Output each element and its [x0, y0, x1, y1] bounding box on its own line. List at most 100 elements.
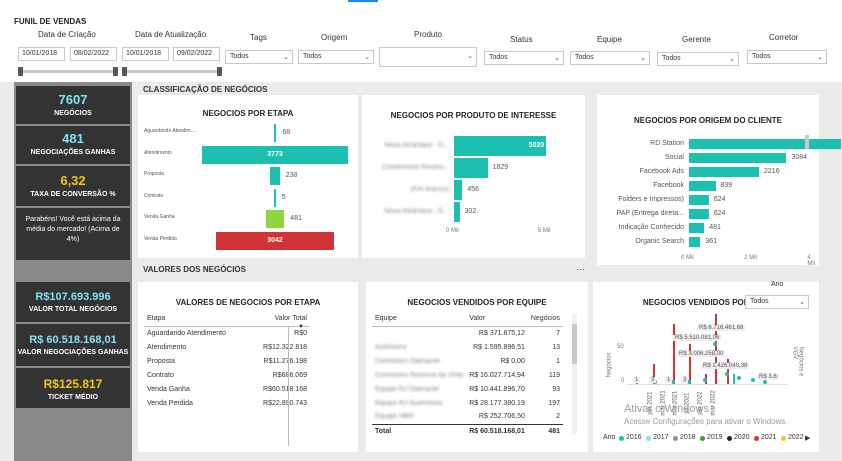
corretor-label: Corretor: [769, 33, 799, 42]
cell-etapa: Contrato: [147, 371, 174, 379]
legend-marker: [619, 436, 624, 441]
column-header-etapa[interactable]: Etapa: [144, 312, 249, 327]
bar: [689, 237, 701, 247]
cell-valor: R$60.518.168: [263, 385, 307, 393]
origem-dropdown[interactable]: Todos ⌄: [298, 50, 374, 64]
value-label: R$ 3.6: [757, 374, 779, 380]
criacao-slider-end-handle[interactable]: [113, 67, 118, 76]
more-options-icon[interactable]: ⋯: [576, 264, 585, 274]
corretor-dropdown[interactable]: Todos ⌄: [747, 50, 827, 64]
corretor-value: Todos: [752, 53, 771, 60]
scrollbar[interactable]: [572, 314, 577, 434]
cell-valor: R$0: [294, 329, 307, 337]
cell-total-negocios: 481: [527, 423, 564, 438]
criacao-slider[interactable]: [18, 67, 118, 76]
criacao-slider-start-handle[interactable]: [18, 67, 23, 76]
bar: [689, 223, 705, 233]
status-dropdown[interactable]: Todos ⌄: [484, 51, 564, 65]
cell-equipe: [372, 326, 466, 340]
tags-value: Todos: [230, 53, 249, 60]
category-label: Venda Ganha: [144, 214, 175, 220]
legend-item: 2020: [734, 434, 750, 441]
category-label: Aguardando Atendim...: [144, 128, 195, 134]
data-label: 2216: [764, 168, 780, 175]
point: [751, 378, 755, 382]
kpi-negocios: 7607 NEGÓCIOS: [16, 86, 130, 124]
kpi-message: Parabéns! Você está acima da média do me…: [16, 208, 130, 260]
gerente-dropdown[interactable]: Todos ⌄: [657, 52, 739, 66]
page-tab-indicator: [348, 0, 378, 2]
cell-equipe: Equipe RJ Guerreiros: [375, 399, 443, 407]
cell-negocios: 1: [556, 357, 561, 365]
x-tick-label: 0 Mil: [446, 228, 459, 234]
atualizacao-from-input[interactable]: 10/01/2018: [122, 47, 169, 61]
data-label: 839: [720, 182, 733, 189]
atualizacao-slider-start-handle[interactable]: [122, 67, 127, 76]
category-label: (Em branco): [410, 186, 449, 193]
count-label: 1: [665, 377, 673, 383]
atualizacao-slider[interactable]: [122, 67, 222, 76]
y-axis-label: Negócios: [606, 352, 613, 378]
table-etapa-title: VALORES DE NEGOCIOS POR ETAPA: [175, 298, 321, 307]
bar: [689, 153, 787, 163]
category-label: Condomínio Reserv...: [381, 164, 449, 171]
column-header-negocios[interactable]: Negócios: [527, 312, 564, 327]
legend-marker: [727, 436, 732, 441]
kpi-valor-total-label: VALOR TOTAL NEGÓCIOS: [28, 306, 118, 313]
legend-item: 2019: [707, 434, 723, 441]
category-label: Indicação Conhecido: [618, 224, 684, 231]
cell-etapa: Venda Ganha: [147, 385, 190, 393]
column: [653, 364, 655, 384]
cell-valor: R$ 0,00: [500, 357, 525, 365]
sort-descending-icon[interactable]: ▼: [298, 324, 304, 330]
column-header-equipe[interactable]: Equipe: [372, 312, 467, 327]
column: [673, 324, 675, 384]
category-label: RD Station: [650, 140, 684, 147]
data-label: 624: [713, 196, 726, 203]
point: [725, 372, 729, 376]
atualizacao-slider-end-handle[interactable]: [217, 67, 222, 76]
column-header-valor-total[interactable]: Valor Total: [248, 312, 310, 327]
legend-item: 2021: [761, 434, 777, 441]
atualizacao-to-input[interactable]: 09/02/2022: [173, 47, 220, 61]
table-row: Venda Perdida R$22.890.743: [144, 396, 310, 410]
criacao-from-input[interactable]: 10/01/2018: [18, 47, 65, 61]
cell-valor: R$ 1.595.896,51: [473, 343, 525, 351]
atualizacao-label: Data de Atualização: [135, 30, 207, 39]
column-header-valor[interactable]: Valor: [466, 312, 528, 327]
chart-origem-title: NEGOCIOS POR ORIGEM DO CLIENTE: [633, 116, 782, 125]
year-filter-dropdown[interactable]: Todos ⌄: [745, 295, 809, 309]
category-label: Nova Alcântara - D...: [384, 142, 449, 149]
windows-watermark-text: Acesse Configurações para ativar o Windo…: [624, 417, 788, 426]
cell-valor: R$ 10.441.896,70: [469, 385, 525, 393]
status-label: Status: [510, 35, 533, 44]
criacao-to-input[interactable]: 08/02/2022: [70, 47, 117, 61]
scrollbar[interactable]: [805, 135, 809, 149]
legend-marker: [700, 436, 705, 441]
x-tick-label: 5 Mil: [537, 228, 551, 234]
equipe-dropdown[interactable]: Todos ⌄: [570, 51, 650, 65]
produto-dropdown[interactable]: ⌄: [379, 47, 477, 67]
bar: [273, 124, 277, 142]
tags-dropdown[interactable]: Todos ⌄: [225, 50, 293, 64]
cell-equipe: Corretores Reserva da Vista: [375, 371, 464, 379]
category-label: Contrato: [144, 192, 164, 199]
x-tick-label: 4 Mil: [807, 255, 816, 267]
equipe-label: Equipe: [597, 35, 622, 44]
value-label: R$ 3.006.258,00: [677, 351, 726, 357]
data-label: 1829: [492, 164, 509, 171]
card-negocios-por-produto: NEGOCIOS POR PRODUTO DE INTERESSE Nova A…: [362, 95, 585, 258]
table-header-row: Equipe Valor Negócios: [372, 312, 564, 327]
data-label: 238: [285, 172, 298, 179]
legend-marker: [754, 436, 759, 441]
kpi-negocios-value: 7607: [58, 92, 88, 107]
equipe-value: Todos: [575, 54, 594, 61]
status-value: Todos: [489, 54, 508, 61]
section-valores: VALORES DOS NEGÓCIOS: [143, 265, 246, 274]
category-label: Proposta: [144, 171, 165, 177]
data-label: 3773: [267, 150, 283, 158]
scrollbar-thumb[interactable]: [572, 324, 577, 364]
chart-mes-title: NEGOCIOS VENDIDOS POR MÊS: [642, 298, 770, 307]
x-tick-label: 2 Mil: [744, 255, 757, 261]
data-label: 361: [705, 238, 718, 245]
